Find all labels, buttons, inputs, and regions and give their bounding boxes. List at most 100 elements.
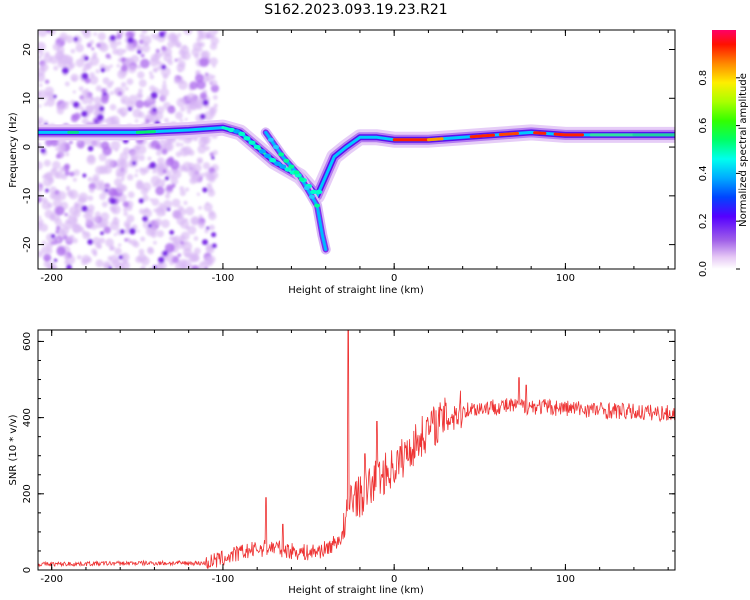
noise-dot (99, 193, 107, 201)
noise-dot (111, 204, 121, 215)
noise-dot (95, 259, 104, 268)
trace-blob (233, 129, 241, 134)
spectrogram-image (38, 30, 675, 269)
noise-dot (91, 47, 95, 51)
noise-dot (99, 237, 106, 244)
snr-plot-area (38, 330, 675, 570)
noise-dot (96, 244, 102, 250)
noise-dot (95, 183, 103, 191)
noise-dot (194, 73, 204, 83)
noise-dot (126, 214, 135, 223)
noise-dot (188, 101, 199, 111)
noise-dot (52, 42, 61, 51)
noise-dot (104, 188, 109, 193)
noise-dot (178, 214, 184, 220)
noise-dot (208, 210, 215, 217)
noise-dot (118, 255, 123, 260)
noise-dot (38, 187, 44, 192)
noise-dot (81, 90, 87, 96)
noise-dot (38, 83, 43, 87)
noise-dot (38, 161, 43, 170)
colorbar-tick-label: 0.2 (698, 213, 709, 229)
noise-dot (43, 159, 51, 167)
noise-dot (38, 196, 42, 203)
trace-blob (293, 170, 300, 175)
noise-dot (100, 212, 110, 221)
noise-dot (121, 99, 126, 104)
noise-dot (157, 157, 165, 165)
noise-dot (43, 260, 50, 268)
noise-dot (92, 215, 100, 224)
noise-dot (192, 163, 202, 173)
trace-blob (303, 186, 310, 191)
noise-dot (153, 240, 157, 245)
noise-dot (109, 220, 120, 231)
y-tick-label: -20 (22, 236, 33, 252)
noise-dot (55, 206, 65, 216)
noise-dot (120, 64, 128, 72)
noise-dot (64, 260, 69, 265)
noise-dot (104, 65, 111, 72)
noise-dot (109, 254, 119, 264)
noise-dot (162, 80, 167, 84)
noise-dot (82, 67, 87, 73)
noise-dot (38, 227, 41, 231)
noise-dot (85, 232, 90, 237)
noise-dot (167, 59, 174, 66)
noise-dot (116, 33, 122, 40)
noise-dot (50, 233, 56, 239)
noise-dot (151, 198, 160, 206)
noise-dot (43, 54, 53, 64)
noise-dot (100, 141, 110, 150)
noise-dot (142, 215, 148, 222)
noise-dot (71, 76, 77, 82)
noise-dot (64, 170, 70, 176)
trace-blob (308, 194, 315, 199)
carrier-hot-segment (498, 131, 519, 137)
carrier-hot-segment (426, 137, 444, 142)
noise-dot (140, 187, 149, 195)
noise-dot (141, 44, 151, 53)
noise-dot (100, 231, 104, 236)
noise-dot (38, 215, 42, 220)
noise-dot (161, 96, 167, 102)
noise-dot (197, 159, 202, 163)
noise-dot (202, 162, 211, 170)
noise-dot (66, 264, 72, 269)
noise-dot (72, 90, 76, 94)
noise-dot (148, 225, 158, 235)
noise-dot (212, 149, 218, 156)
noise-dot (204, 228, 209, 234)
noise-dot (182, 44, 187, 49)
noise-dot (138, 88, 143, 93)
noise-dot (72, 177, 77, 182)
noise-dot (189, 81, 198, 90)
noise-dot (210, 84, 220, 93)
noise-dot (119, 229, 125, 235)
noise-dot (206, 182, 212, 189)
noise-dot (138, 248, 145, 255)
noise-dot (182, 248, 193, 258)
noise-dot (198, 205, 202, 210)
trace-blob (315, 189, 323, 195)
noise-dot (126, 174, 134, 181)
trace-blob (283, 158, 290, 163)
noise-dot (150, 91, 158, 99)
noise-dot (113, 216, 118, 221)
noise-dot (152, 33, 159, 40)
noise-dot (127, 191, 135, 199)
noise-dot (53, 172, 61, 179)
noise-dot (177, 205, 184, 212)
noise-dot (211, 232, 217, 238)
trace-blob (284, 167, 292, 172)
noise-dot (161, 83, 167, 89)
noise-dot (180, 231, 190, 241)
noise-dot (203, 256, 213, 266)
noise-dot (161, 64, 167, 70)
trace-blob (279, 164, 287, 169)
noise-dot (53, 258, 58, 263)
carrier-hot-segment (553, 132, 584, 137)
carrier-hot-segment (533, 131, 547, 135)
figure-title: S162.2023.093.19.23.R21 (264, 2, 447, 18)
